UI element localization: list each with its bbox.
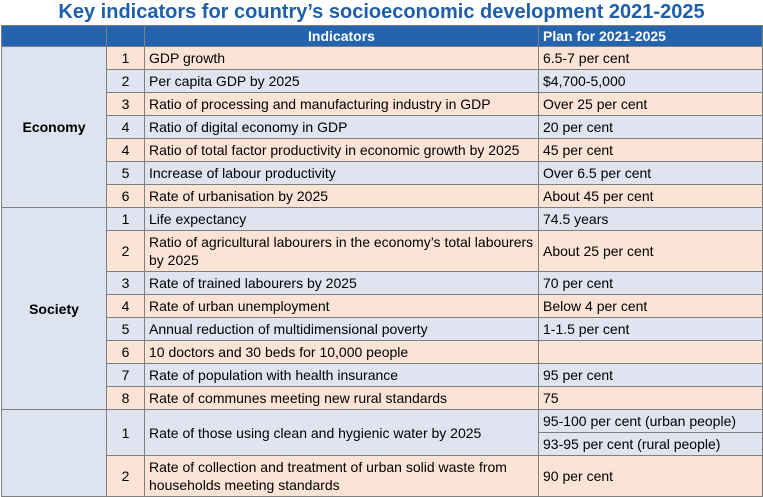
row-number: 1 [106, 46, 145, 70]
indicator-cell: Rate of urban unemployment [144, 294, 539, 318]
table-row: 5 Increase of labour productivity Over 6… [2, 161, 763, 185]
row-number: 4 [106, 115, 145, 139]
indicator-cell: Per capita GDP by 2025 [144, 69, 539, 93]
indicators-table: Indicators Plan for 2021-2025 Economy 1 … [1, 25, 763, 497]
row-number: 5 [106, 317, 145, 341]
table-row: 1 Rate of those using clean and hygienic… [1, 409, 763, 497]
table-row: 2 Ratio of agricultural labourers in the… [2, 230, 763, 272]
row-number: 2 [106, 455, 145, 497]
table-row: 4 Ratio of digital economy in GDP 20 per… [2, 115, 763, 139]
table-title: Key indicators for country’s socioeconom… [58, 1, 705, 23]
table-row: 5 Annual reduction of multidimensional p… [2, 317, 763, 341]
table-row: 2 Rate of collection and treatment of ur… [2, 455, 763, 497]
table-row: Economy 1 GDP growth 6.5-7 per cent [1, 46, 763, 208]
indicator-cell: Rate of urbanisation by 2025 [144, 184, 539, 208]
plan-cell: 90 per cent [538, 455, 763, 497]
plan-cell: $4,700-5,000 [538, 69, 763, 93]
table-row: 3 Rate of trained labourers by 2025 70 p… [2, 271, 763, 295]
group-environment [1, 409, 107, 497]
plan-cell: 95 per cent [538, 363, 763, 387]
table-row: 7 Rate of population with health insuran… [2, 363, 763, 387]
header-row: Indicators Plan for 2021-2025 [1, 25, 763, 47]
table-row: 93-95 per cent (rural people) [2, 432, 763, 456]
indicator-cell: Ratio of total factor productivity in ec… [144, 138, 539, 162]
row-number: 1 [106, 207, 145, 231]
row-number: 6 [106, 340, 145, 364]
indicator-cell: Ratio of digital economy in GDP [144, 115, 539, 139]
table-row: 2 Per capita GDP by 2025 $4,700-5,000 [2, 69, 763, 93]
plan-cell: 6.5-7 per cent [538, 46, 763, 70]
row-number: 4 [106, 138, 145, 162]
plan-cell: 74.5 years [538, 207, 763, 231]
indicator-cell: Life expectancy [144, 207, 539, 231]
group-society: Society [1, 207, 107, 410]
table-row: Society 1 Life expectancy 74.5 years [1, 207, 763, 410]
table-row: 4 Rate of urban unemployment Below 4 per… [2, 294, 763, 318]
plan-cell: 95-100 per cent (urban people) [538, 409, 763, 433]
row-number: 6 [106, 184, 145, 208]
indicator-cell: Rate of trained labourers by 2025 [144, 271, 539, 295]
plan-cell: 20 per cent [538, 115, 763, 139]
plan-cell: About 45 per cent [538, 184, 763, 208]
plan-cell: Over 6.5 per cent [538, 161, 763, 185]
plan-cell: 70 per cent [538, 271, 763, 295]
header-plan: Plan for 2021-2025 [538, 25, 763, 47]
indicator-cell: Ratio of processing and manufacturing in… [144, 92, 539, 116]
row-number: 3 [106, 92, 145, 116]
indicator-cell: GDP growth [144, 46, 539, 70]
plan-cell: 75 [538, 386, 763, 410]
plan-cell: About 25 per cent [538, 230, 763, 272]
plan-cell: Below 4 per cent [538, 294, 763, 318]
row-number: 7 [106, 363, 145, 387]
plan-cell: Over 25 per cent [538, 92, 763, 116]
table-row: 4 Ratio of total factor productivity in … [2, 138, 763, 162]
header-group [1, 25, 107, 47]
table-row: 6 Rate of urbanisation by 2025 About 45 … [2, 184, 763, 208]
plan-cell: 45 per cent [538, 138, 763, 162]
table-row: 6 10 doctors and 30 beds for 10,000 peop… [2, 340, 763, 364]
table-row: 3 Ratio of processing and manufacturing … [2, 92, 763, 116]
table-row: 8 Rate of communes meeting new rural sta… [2, 386, 763, 410]
indicator-cell: Rate of those using clean and hygienic w… [144, 409, 539, 456]
header-indicators: Indicators [144, 25, 539, 47]
plan-cell [538, 340, 763, 364]
indicator-cell: Rate of population with health insurance [144, 363, 539, 387]
row-number: 3 [106, 271, 145, 295]
row-number: 5 [106, 161, 145, 185]
group-economy: Economy [1, 46, 107, 208]
plan-cell: 1-1.5 per cent [538, 317, 763, 341]
row-number: 2 [106, 69, 145, 93]
plan-cell: 93-95 per cent (rural people) [538, 432, 763, 456]
row-number: 1 [106, 409, 145, 456]
indicator-cell: Rate of collection and treatment of urba… [144, 455, 539, 497]
row-number: 4 [106, 294, 145, 318]
row-number: 8 [106, 386, 145, 410]
indicator-cell: 10 doctors and 30 beds for 10,000 people [144, 340, 539, 364]
row-number: 2 [106, 230, 145, 272]
indicator-cell: Increase of labour productivity [144, 161, 539, 185]
indicator-cell: Annual reduction of multidimensional pov… [144, 317, 539, 341]
indicator-cell: Ratio of agricultural labourers in the e… [144, 230, 539, 272]
indicator-cell: Rate of communes meeting new rural stand… [144, 386, 539, 410]
header-num [106, 25, 145, 47]
